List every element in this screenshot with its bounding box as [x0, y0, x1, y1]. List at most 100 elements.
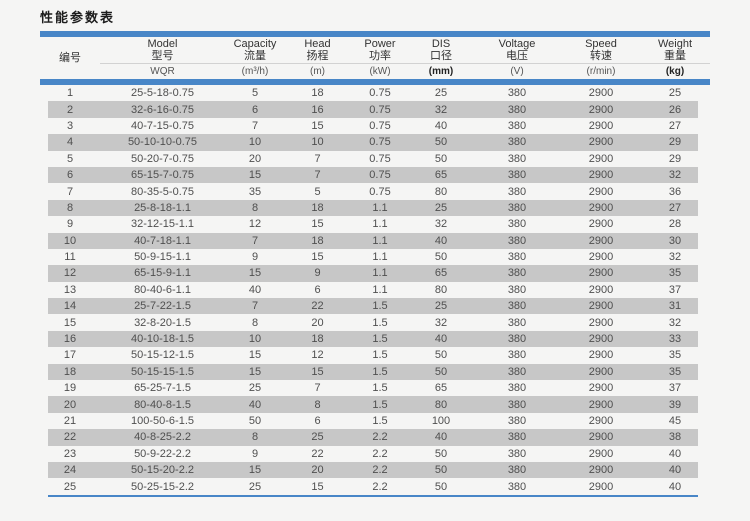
cell-model: 65-15-7-0.75	[131, 169, 194, 182]
cell-capacity: 15	[248, 349, 262, 362]
cell-head: 18	[311, 201, 324, 214]
cell-voltage: 380	[507, 333, 527, 346]
col-header-no-zh: 编号	[59, 52, 81, 64]
cell-no: 19	[63, 382, 77, 395]
cell-power: 0.75	[369, 119, 391, 132]
cell-speed: 2900	[588, 251, 614, 264]
cell-weight: 32	[668, 169, 682, 182]
cell-no: 3	[66, 119, 74, 132]
cell-power: 2.2	[372, 447, 388, 460]
cell-model: 25-7-22-1.5	[134, 300, 191, 313]
table-row-6: 6 65-15-7-0.75 15 7 0.75 65 380 2900 32	[40, 166, 710, 184]
table-body: 1 25-5-18-0.75 5 18 0.75 25 380 2900 25 2 32-6-16-…	[40, 85, 710, 495]
col-unit-voltage: (V)	[510, 66, 524, 77]
cell-dis: 80	[434, 398, 448, 411]
cell-weight: 27	[668, 119, 682, 132]
cell-speed: 2900	[588, 283, 614, 296]
cell-speed: 2900	[588, 431, 614, 444]
cell-model: 50-15-15-1.5	[131, 365, 194, 378]
cell-model: 25-5-18-0.75	[131, 87, 194, 100]
table-top-bar	[40, 31, 710, 37]
cell-speed: 2900	[588, 87, 614, 100]
cell-capacity: 25	[248, 480, 262, 493]
cell-voltage: 380	[507, 185, 527, 198]
cell-voltage: 380	[507, 349, 527, 362]
cell-head: 7	[314, 152, 321, 165]
cell-power: 1.1	[372, 267, 388, 280]
cell-no: 25	[63, 480, 77, 493]
cell-dis: 50	[434, 251, 448, 264]
cell-model: 100-50-6-1.5	[131, 415, 194, 427]
cell-power: 1.5	[372, 333, 388, 346]
cell-head: 10	[311, 136, 324, 149]
cell-speed: 2900	[588, 398, 614, 411]
cell-speed: 2900	[588, 316, 614, 329]
cell-speed: 2900	[588, 103, 614, 116]
cell-voltage: 380	[507, 480, 527, 493]
col-header-dis-zh: 口径	[430, 50, 452, 62]
cell-capacity: 15	[248, 464, 262, 477]
cell-power: 0.75	[369, 103, 391, 116]
cell-head: 15	[311, 251, 324, 264]
cell-capacity: 8	[251, 201, 259, 214]
cell-head: 18	[311, 333, 324, 346]
col-header-weight-zh: 重量	[664, 50, 686, 62]
cell-no: 13	[63, 283, 77, 296]
cell-weight: 35	[668, 365, 682, 378]
cell-head: 6	[314, 283, 321, 296]
cell-power: 1.5	[372, 398, 388, 411]
cell-voltage: 380	[507, 218, 527, 231]
cell-no: 6	[66, 169, 74, 182]
cell-no: 8	[66, 201, 74, 214]
cell-dis: 40	[434, 234, 448, 247]
cell-speed: 2900	[588, 333, 614, 346]
cell-voltage: 380	[507, 283, 527, 296]
cell-voltage: 380	[507, 316, 527, 329]
table-row-25: 25 50-25-15-2.2 25 15 2.2 50 380 2900 40	[40, 478, 710, 494]
cell-weight: 35	[668, 267, 682, 280]
table-row-10: 10 40-7-18-1.1 7 18 1.1 40 380 2900 30	[40, 232, 710, 249]
cell-dis: 25	[434, 87, 448, 100]
cell-model: 50-10-10-0.75	[127, 136, 198, 149]
cell-capacity: 8	[251, 431, 259, 444]
cell-no: 18	[63, 365, 77, 378]
cell-voltage: 380	[507, 201, 527, 214]
cell-weight: 40	[668, 447, 682, 460]
cell-model: 32-8-20-1.5	[134, 316, 191, 329]
table-row-20: 20 80-40-8-1.5 40 8 1.5 80 380 2900 39	[40, 396, 710, 413]
col-header-speed: Speed 转速	[562, 37, 640, 64]
col-unit-capacity: (m³/h)	[241, 66, 269, 77]
cell-model: 65-15-9-1.1	[134, 267, 191, 280]
cell-voltage: 380	[507, 365, 527, 378]
table-header: 编号 Model 型号 Capacity 流量 Head 扬程 Power 功率…	[40, 37, 710, 79]
cell-capacity: 7	[251, 119, 259, 132]
col-header-dis-en: DIS	[431, 38, 451, 50]
cell-voltage: 380	[507, 103, 527, 116]
cell-dis: 80	[434, 185, 448, 198]
cell-head: 15	[311, 119, 324, 132]
table-row-19: 19 65-25-7-1.5 25 7 1.5 65 380 2900 37	[40, 380, 710, 396]
col-header-voltage-zh: 电压	[506, 50, 528, 62]
cell-head: 15	[311, 218, 324, 231]
table-row-4: 4 50-10-10-0.75 10 10 0.75 50 380 2900 29	[40, 134, 710, 151]
cell-power: 1.5	[372, 316, 388, 329]
cell-speed: 2900	[588, 169, 614, 182]
cell-weight: 29	[668, 136, 682, 149]
cell-capacity: 9	[251, 251, 259, 264]
cell-head: 16	[311, 103, 324, 116]
cell-head: 7	[314, 382, 321, 395]
cell-power: 0.75	[369, 185, 391, 198]
cell-head: 6	[314, 415, 321, 427]
cell-weight: 32	[668, 316, 682, 329]
cell-dis: 50	[434, 464, 448, 477]
cell-speed: 2900	[588, 201, 614, 214]
cell-weight: 40	[668, 464, 682, 477]
cell-model: 50-25-15-2.2	[131, 480, 194, 493]
cell-dis: 25	[434, 201, 448, 214]
col-header-capacity-zh: 流量	[244, 50, 266, 62]
cell-model: 80-35-5-0.75	[131, 185, 194, 198]
cell-no: 4	[66, 136, 74, 149]
cell-no: 15	[63, 316, 77, 329]
cell-weight: 33	[668, 333, 682, 346]
cell-no: 17	[63, 349, 77, 362]
